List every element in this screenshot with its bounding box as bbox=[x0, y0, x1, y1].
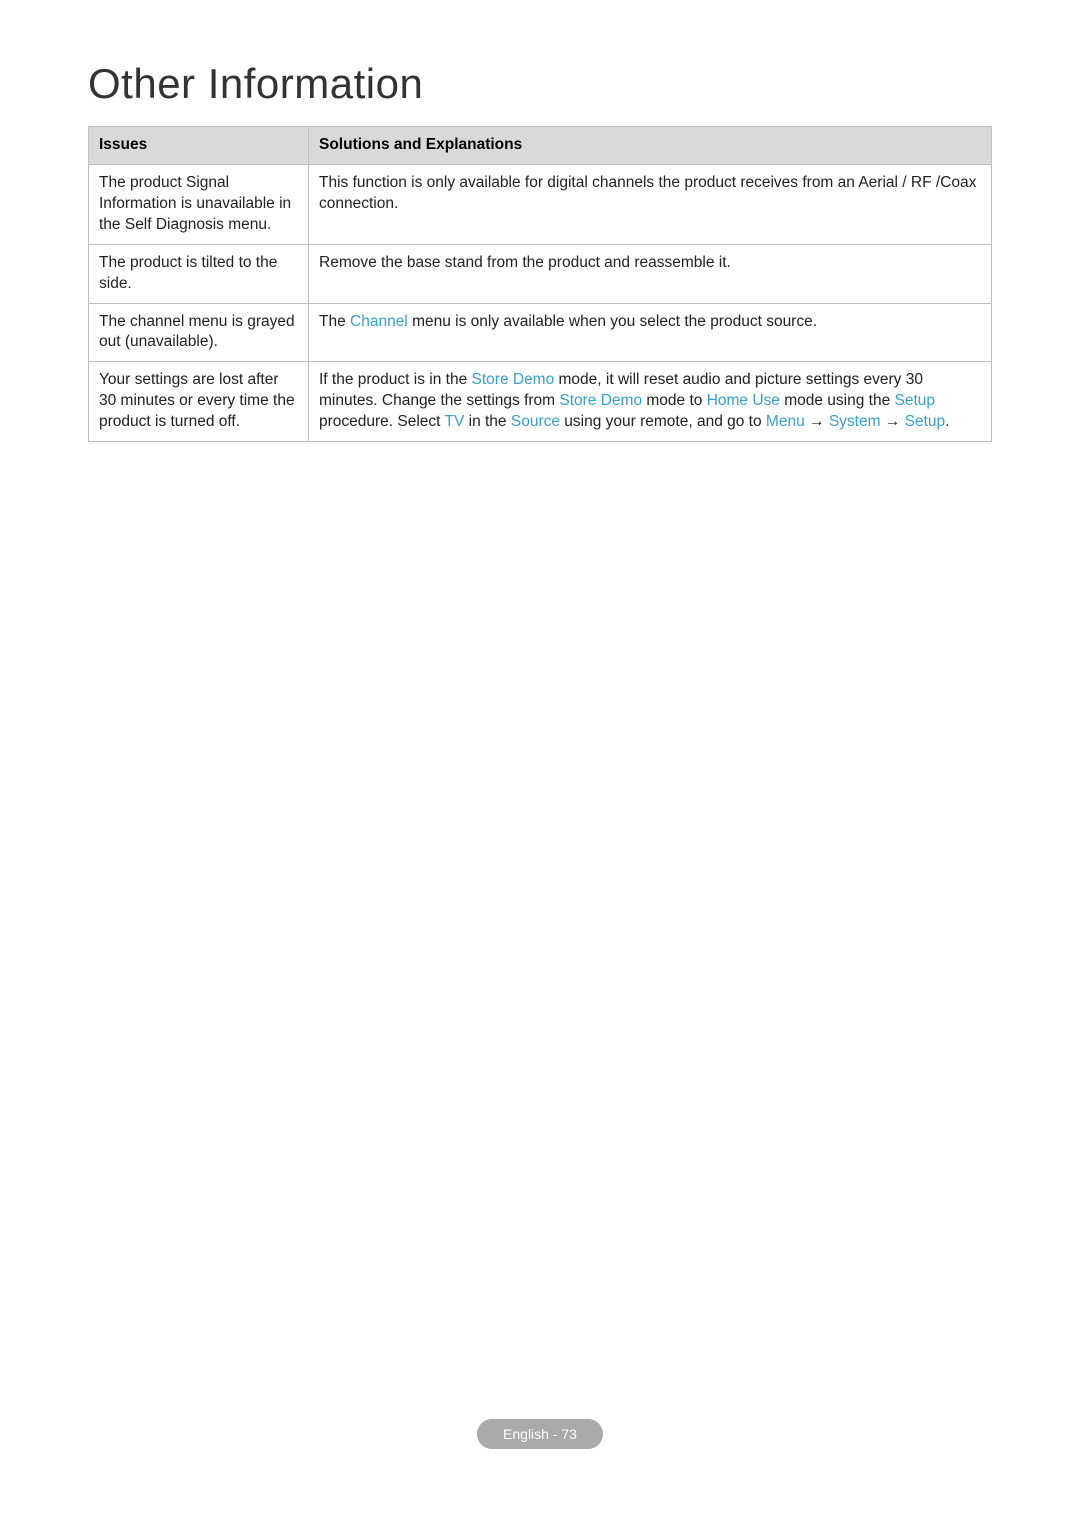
issue-cell: The product Signal Information is unavai… bbox=[89, 164, 309, 244]
page-footer: English - 73 bbox=[0, 1419, 1080, 1449]
keyword-text: Home Use bbox=[707, 392, 780, 409]
solution-text: Remove the base stand from the product a… bbox=[319, 254, 731, 271]
solution-text: This function is only available for digi… bbox=[319, 174, 976, 212]
solution-text: → bbox=[881, 413, 905, 430]
page-content: Other Information Issues Solutions and E… bbox=[0, 0, 1080, 442]
table-row: The product Signal Information is unavai… bbox=[89, 164, 992, 244]
keyword-text: Channel bbox=[350, 313, 408, 330]
section-title: Other Information bbox=[88, 60, 992, 108]
keyword-text: Setup bbox=[895, 392, 936, 409]
keyword-text: Setup bbox=[905, 413, 946, 430]
solution-text: If the product is in the bbox=[319, 371, 472, 388]
keyword-text: Source bbox=[511, 413, 560, 430]
solution-cell: This function is only available for digi… bbox=[309, 164, 992, 244]
keyword-text: Store Demo bbox=[472, 371, 555, 388]
table-body: The product Signal Information is unavai… bbox=[89, 164, 992, 441]
issue-cell: Your settings are lost after 30 minutes … bbox=[89, 362, 309, 442]
solution-cell: The Channel menu is only available when … bbox=[309, 303, 992, 362]
solution-text: → bbox=[805, 413, 829, 430]
solution-text: . bbox=[945, 413, 949, 430]
solution-text: using your remote, and go to bbox=[560, 413, 766, 430]
table-row: The channel menu is grayed out (unavaila… bbox=[89, 303, 992, 362]
page-number-badge: English - 73 bbox=[477, 1419, 603, 1449]
table-row: Your settings are lost after 30 minutes … bbox=[89, 362, 992, 442]
table-row: The product is tilted to the side. Remove… bbox=[89, 244, 992, 303]
col-header-solutions: Solutions and Explanations bbox=[309, 127, 992, 165]
solution-text: The bbox=[319, 313, 350, 330]
issue-cell: The channel menu is grayed out (unavaila… bbox=[89, 303, 309, 362]
solution-text: mode using the bbox=[780, 392, 895, 409]
solution-cell: If the product is in the Store Demo mode… bbox=[309, 362, 992, 442]
issue-cell: The product is tilted to the side. bbox=[89, 244, 309, 303]
solution-cell: Remove the base stand from the product a… bbox=[309, 244, 992, 303]
solution-text: menu is only available when you select t… bbox=[408, 313, 817, 330]
keyword-text: TV bbox=[445, 413, 465, 430]
keyword-text: Menu bbox=[766, 413, 805, 430]
keyword-text: System bbox=[829, 413, 881, 430]
table-header-row: Issues Solutions and Explanations bbox=[89, 127, 992, 165]
solution-text: in the bbox=[464, 413, 511, 430]
troubleshoot-table: Issues Solutions and Explanations The pr… bbox=[88, 126, 992, 442]
col-header-issues: Issues bbox=[89, 127, 309, 165]
keyword-text: Store Demo bbox=[559, 392, 642, 409]
solution-text: procedure. Select bbox=[319, 413, 445, 430]
solution-text: mode to bbox=[642, 392, 707, 409]
